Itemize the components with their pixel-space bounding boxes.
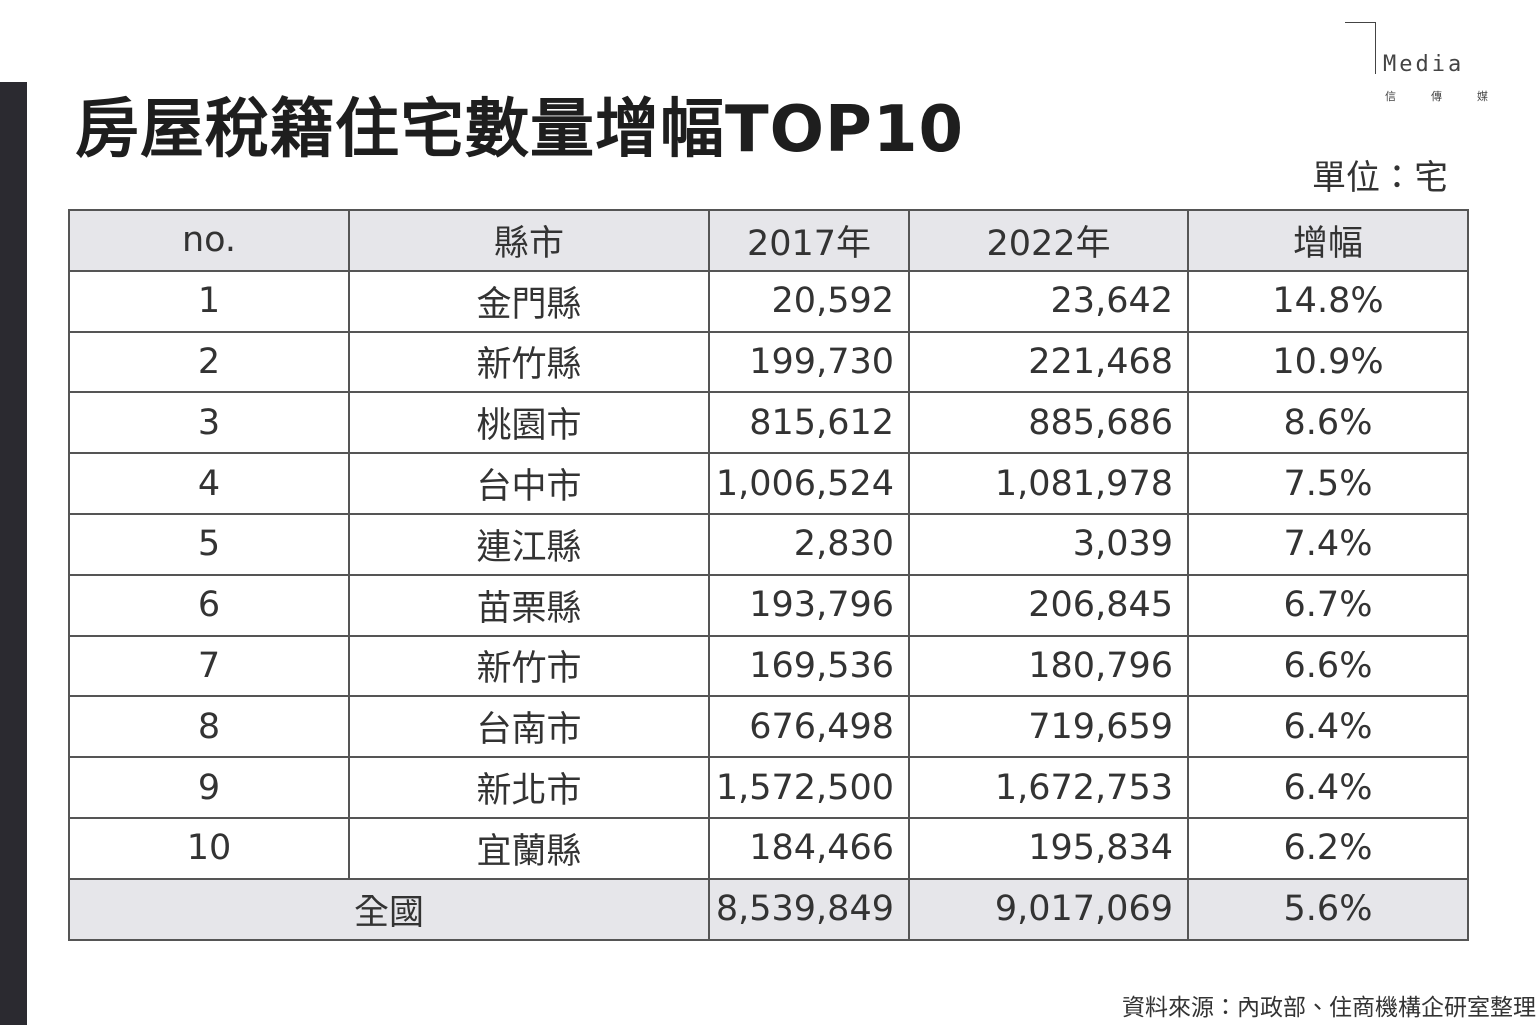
row: 1 金門縣 20,592 23,642 14.8% bbox=[68, 269, 1469, 333]
logo-text: Media bbox=[1383, 52, 1465, 77]
cell: 1,672,753 bbox=[908, 756, 1189, 819]
title: 房屋稅籍住宅數量增幅TOP10 bbox=[75, 93, 965, 167]
total-cell: 9,017,069 bbox=[908, 877, 1189, 941]
cell: 金門縣 bbox=[348, 269, 710, 333]
cell: 桃園市 bbox=[348, 391, 710, 455]
cell: 6.7% bbox=[1187, 573, 1469, 637]
total-row: 全國 8,539,849 9,017,069 5.6% bbox=[68, 877, 1469, 941]
header-row: no. 縣市 2017年 2022年 增幅 bbox=[68, 209, 1469, 272]
cell: 193,796 bbox=[708, 573, 910, 637]
cell: 14.8% bbox=[1187, 269, 1469, 333]
cell: 6.4% bbox=[1187, 695, 1469, 759]
row: 9 新北市 1,572,500 1,672,753 6.4% bbox=[68, 756, 1469, 819]
row: 6 苗栗縣 193,796 206,845 6.7% bbox=[68, 573, 1469, 637]
cell: 台中市 bbox=[348, 452, 710, 515]
logo-line bbox=[1345, 22, 1375, 23]
cell: 180,796 bbox=[908, 634, 1189, 698]
cell: 1,572,500 bbox=[708, 756, 910, 819]
cell: 4 bbox=[68, 452, 350, 515]
total-cell: 8,539,849 bbox=[708, 877, 910, 941]
cell: 新北市 bbox=[348, 756, 710, 819]
cell: 7.4% bbox=[1187, 512, 1469, 576]
row: 8 台南市 676,498 719,659 6.4% bbox=[68, 695, 1469, 759]
cell: 676,498 bbox=[708, 695, 910, 759]
logo: Media 信傳媒 bbox=[1345, 18, 1510, 104]
header-cell: 2022年 bbox=[908, 209, 1189, 272]
row: 4 台中市 1,006,524 1,081,978 7.5% bbox=[68, 452, 1469, 515]
cell: 6.2% bbox=[1187, 816, 1469, 880]
row: 7 新竹市 169,536 180,796 6.6% bbox=[68, 634, 1469, 698]
cell: 1,081,978 bbox=[908, 452, 1189, 515]
unit: 單位：宅 bbox=[1312, 158, 1448, 198]
cell: 7 bbox=[68, 634, 350, 698]
cell: 20,592 bbox=[708, 269, 910, 333]
cell: 5 bbox=[68, 512, 350, 576]
total-cell: 全國 bbox=[68, 877, 710, 941]
cell: 新竹市 bbox=[348, 634, 710, 698]
header-cell: 縣市 bbox=[348, 209, 710, 272]
header-cell: no. bbox=[68, 209, 350, 272]
header-cell: 增幅 bbox=[1187, 209, 1469, 272]
cell: 10.9% bbox=[1187, 330, 1469, 394]
table: no. 縣市 2017年 2022年 增幅 1 金門縣 20,592 23,642 14.8% 2 新… bbox=[68, 209, 1469, 941]
cell: 苗栗縣 bbox=[348, 573, 710, 637]
row: 2 新竹縣 199,730 221,468 10.9% bbox=[68, 330, 1469, 394]
cell: 8 bbox=[68, 695, 350, 759]
cell: 1,006,524 bbox=[708, 452, 910, 515]
cell: 6 bbox=[68, 573, 350, 637]
logo-subtext: 信傳媒 bbox=[1385, 90, 1523, 103]
side-bar bbox=[0, 82, 27, 1025]
cell: 10 bbox=[68, 816, 350, 880]
cell: 新竹縣 bbox=[348, 330, 710, 394]
cell: 2 bbox=[68, 330, 350, 394]
row: 3 桃園市 815,612 885,686 8.6% bbox=[68, 391, 1469, 455]
cell: 3,039 bbox=[908, 512, 1189, 576]
cell: 2,830 bbox=[708, 512, 910, 576]
row: 10 宜蘭縣 184,466 195,834 6.2% bbox=[68, 816, 1469, 880]
source: 資料來源：內政部、住商機構企研室整理 bbox=[1122, 995, 1536, 1021]
cell: 7.5% bbox=[1187, 452, 1469, 515]
cell: 199,730 bbox=[708, 330, 910, 394]
total-cell: 5.6% bbox=[1187, 877, 1469, 941]
cell: 184,466 bbox=[708, 816, 910, 880]
cell: 23,642 bbox=[908, 269, 1189, 333]
cell: 8.6% bbox=[1187, 391, 1469, 455]
cell: 6.6% bbox=[1187, 634, 1469, 698]
cell: 169,536 bbox=[708, 634, 910, 698]
cell: 連江縣 bbox=[348, 512, 710, 576]
row: 5 連江縣 2,830 3,039 7.4% bbox=[68, 512, 1469, 576]
cell: 719,659 bbox=[908, 695, 1189, 759]
cell: 221,468 bbox=[908, 330, 1189, 394]
cell: 885,686 bbox=[908, 391, 1189, 455]
cell: 宜蘭縣 bbox=[348, 816, 710, 880]
cell: 6.4% bbox=[1187, 756, 1469, 819]
cell: 9 bbox=[68, 756, 350, 819]
cell: 206,845 bbox=[908, 573, 1189, 637]
cell: 3 bbox=[68, 391, 350, 455]
cell: 195,834 bbox=[908, 816, 1189, 880]
cell: 1 bbox=[68, 269, 350, 333]
cell: 815,612 bbox=[708, 391, 910, 455]
logo-line bbox=[1375, 22, 1376, 74]
cell: 台南市 bbox=[348, 695, 710, 759]
header-cell: 2017年 bbox=[708, 209, 910, 272]
